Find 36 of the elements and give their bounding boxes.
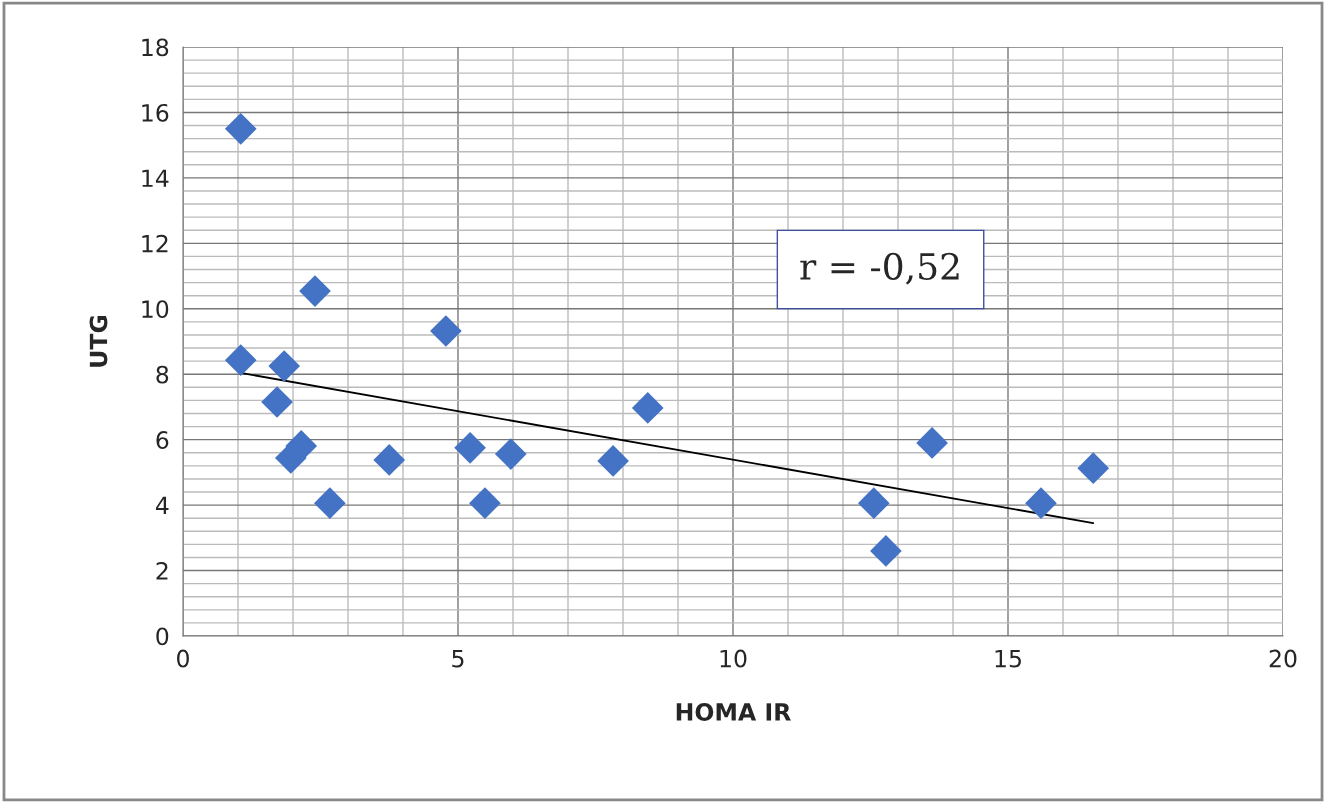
point <box>1025 487 1057 519</box>
annotation: r = -0,52 <box>800 252 959 285</box>
y-tick-label: 4 <box>155 496 169 515</box>
y-tick-label: 0 <box>156 627 169 646</box>
x-axis-title: HOMA IR <box>676 703 791 721</box>
y-tick-label: 2 <box>156 562 168 580</box>
point <box>224 112 257 145</box>
y-axis-title: UTG <box>89 315 108 367</box>
y-tick-label: 12 <box>142 234 168 253</box>
point <box>857 487 890 519</box>
point <box>631 392 664 424</box>
point <box>454 432 486 464</box>
x-tick-label: 20 <box>1269 649 1297 668</box>
y-tick-label: 10 <box>142 300 169 319</box>
point <box>916 427 948 459</box>
point <box>268 350 301 382</box>
x-tick-label: 0 <box>177 649 189 668</box>
point <box>373 444 406 476</box>
point <box>469 487 501 519</box>
y-tick-label: 14 <box>142 169 169 187</box>
point <box>494 438 527 470</box>
point <box>299 275 331 307</box>
x-tick-label: 10 <box>720 649 747 668</box>
x-tick-label: 15 <box>995 649 1021 668</box>
point <box>430 315 462 347</box>
y-tick-label: 8 <box>156 365 169 384</box>
point <box>261 386 293 418</box>
y-tick-label: 6 <box>156 431 169 449</box>
point <box>597 445 629 477</box>
point <box>1077 452 1110 484</box>
y-tick-label: 16 <box>142 103 169 122</box>
y-tick-label: 18 <box>142 38 169 57</box>
point <box>224 344 257 376</box>
point <box>314 487 346 519</box>
point <box>870 535 902 567</box>
x-tick-label: 5 <box>452 649 464 668</box>
